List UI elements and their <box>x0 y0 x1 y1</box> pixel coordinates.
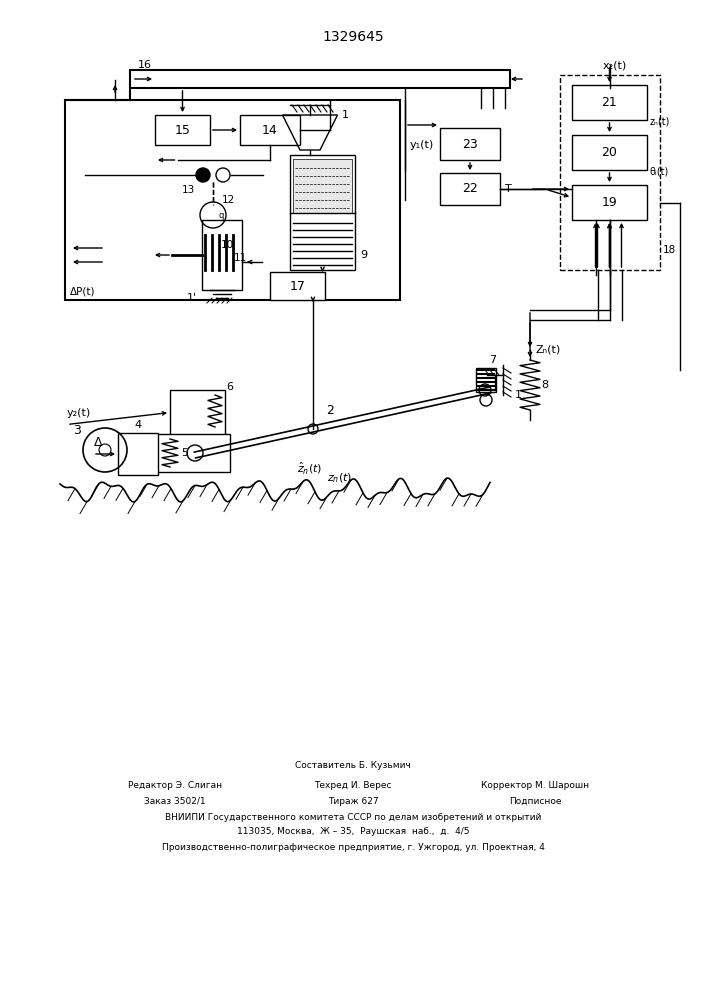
Text: q: q <box>218 211 223 220</box>
Text: 11: 11 <box>233 253 247 263</box>
Text: 17: 17 <box>290 279 305 292</box>
Text: Техред И. Верес: Техред И. Верес <box>314 780 392 790</box>
Text: 21: 21 <box>602 96 617 109</box>
Text: 1: 1 <box>515 390 522 400</box>
Text: 20: 20 <box>602 146 617 159</box>
Text: 4: 4 <box>134 420 141 430</box>
Text: Производственно-полиграфическое предприятие, г. Ужгород, ул. Проектная, 4: Производственно-полиграфическое предприя… <box>162 842 544 852</box>
Text: 14: 14 <box>262 123 278 136</box>
Text: Редактор Э. Слиган: Редактор Э. Слиган <box>128 780 222 790</box>
Circle shape <box>196 168 210 182</box>
Text: 13: 13 <box>182 185 194 195</box>
Text: 1329645: 1329645 <box>322 30 384 44</box>
Bar <box>476 368 496 392</box>
Text: 3: 3 <box>73 424 81 436</box>
Text: $\hat{z}_n(t)$: $\hat{z}_n(t)$ <box>298 460 322 476</box>
Text: 18: 18 <box>663 245 677 255</box>
Bar <box>290 155 355 270</box>
Bar <box>572 185 647 220</box>
Text: 113035, Москва,  Ж – 35,  Раушская  наб.,  д.  4/5: 113035, Москва, Ж – 35, Раушская наб., д… <box>237 828 469 836</box>
Text: $z_n(t)$: $z_n(t)$ <box>327 471 353 485</box>
Bar <box>170 390 225 435</box>
Text: 9: 9 <box>360 250 367 260</box>
Text: 12: 12 <box>221 195 235 205</box>
Bar <box>293 159 352 213</box>
Text: 6: 6 <box>226 382 233 392</box>
Text: Zₙ(t): Zₙ(t) <box>535 345 560 355</box>
Bar <box>440 128 500 160</box>
Text: x₂(t): x₂(t) <box>602 60 626 70</box>
Circle shape <box>216 168 230 182</box>
Text: 16: 16 <box>138 60 152 70</box>
Bar <box>572 85 647 120</box>
Text: 22: 22 <box>462 182 478 196</box>
Bar <box>155 115 210 145</box>
Text: 8: 8 <box>542 380 549 390</box>
Text: T: T <box>505 184 512 194</box>
Text: θᵢ(t): θᵢ(t) <box>650 167 670 177</box>
Bar <box>202 220 242 290</box>
Text: ВНИИПИ Государственного комитета СССР по делам изобретений и открытий: ВНИИПИ Государственного комитета СССР по… <box>165 812 541 822</box>
Bar <box>560 75 660 270</box>
Bar <box>440 173 500 205</box>
Text: y₂(t): y₂(t) <box>67 408 91 418</box>
Text: Подписное: Подписное <box>509 796 561 806</box>
Text: 19: 19 <box>602 196 617 209</box>
Text: Δ: Δ <box>94 436 103 448</box>
Bar <box>130 70 510 88</box>
Text: ΔP(t): ΔP(t) <box>70 287 95 297</box>
Bar <box>270 272 325 300</box>
Bar <box>572 135 647 170</box>
Bar <box>118 433 158 475</box>
Bar <box>65 100 400 300</box>
Text: 15: 15 <box>175 123 190 136</box>
Bar <box>240 115 300 145</box>
Bar <box>155 434 230 472</box>
Text: 23: 23 <box>462 137 478 150</box>
Text: Заказ 3502/1: Заказ 3502/1 <box>144 796 206 806</box>
Text: 7: 7 <box>489 355 496 365</box>
Text: Тираж 627: Тираж 627 <box>327 796 378 806</box>
Text: 1: 1 <box>341 110 349 120</box>
Text: zₙ(t): zₙ(t) <box>650 117 670 127</box>
Text: 2: 2 <box>326 403 334 416</box>
Text: Составитель Б. Кузьмич: Составитель Б. Кузьмич <box>295 760 411 770</box>
Text: Корректор М. Шарошн: Корректор М. Шарошн <box>481 780 589 790</box>
Text: y₁(t): y₁(t) <box>410 140 434 150</box>
Text: 1': 1' <box>187 293 197 303</box>
Text: 10: 10 <box>221 240 233 250</box>
Text: 5: 5 <box>182 448 189 458</box>
